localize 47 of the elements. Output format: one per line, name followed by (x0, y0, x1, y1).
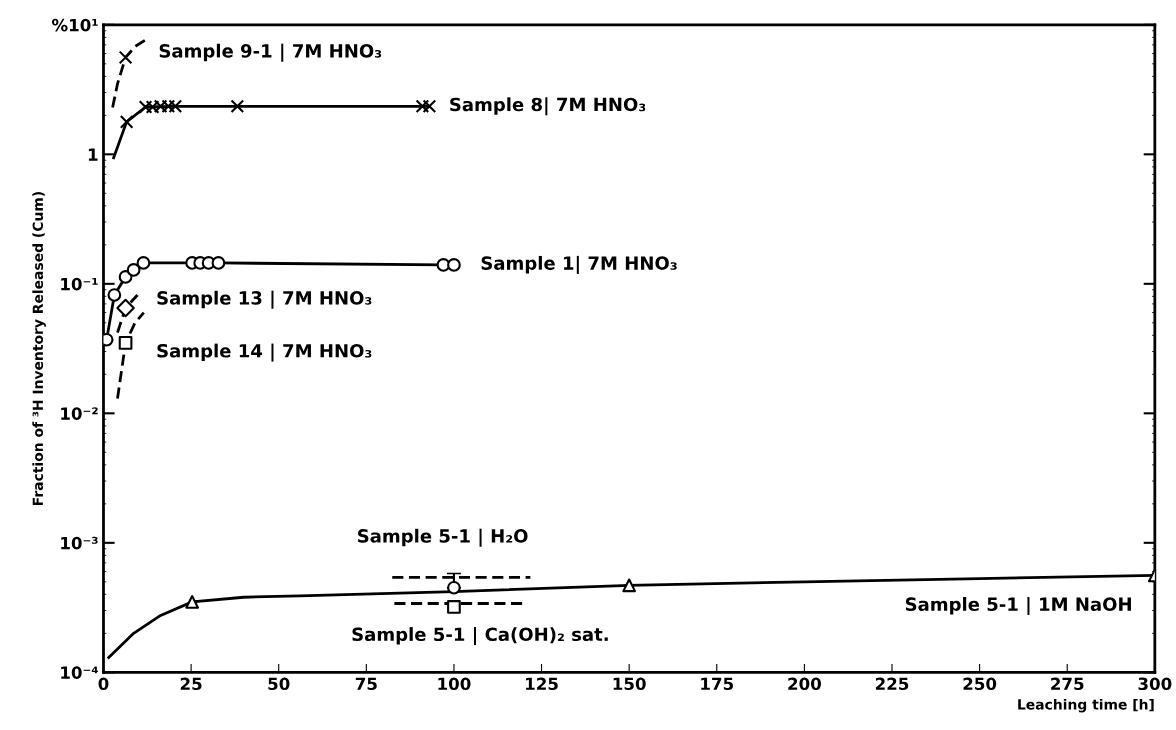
annotation: Sample 5-1 | H₂O (358, 528, 528, 547)
x-tick-label: 200 (788, 677, 821, 691)
x-tick-label: 250 (963, 677, 997, 691)
point (116, 298, 135, 318)
point (136, 256, 151, 270)
point (422, 99, 437, 114)
annotation: Sample 5-1 | 1M NaOH (905, 596, 1131, 616)
point (447, 580, 461, 595)
point (230, 99, 245, 114)
point (447, 600, 461, 614)
annotation: Sample 5-1 | Ca(OH)₂ sat. (352, 627, 608, 646)
x-axis-title: Leaching time [h] (1018, 698, 1154, 713)
x-tick-label: 300 (1138, 677, 1172, 691)
point (118, 336, 133, 350)
point (107, 288, 122, 302)
point (118, 50, 133, 65)
annotation: Sample 8| 7M HNO₃ (450, 97, 646, 116)
x-tick-label: 275 (1051, 677, 1084, 691)
x-tick-label: 75 (355, 677, 377, 691)
point (622, 578, 637, 593)
annotation: Sample 14 | 7M HNO₃ (157, 343, 372, 362)
annotation: Sample 1| 7M HNO₃ (481, 255, 677, 274)
y-tick-label: 1 (88, 148, 98, 161)
line-series (116, 311, 146, 400)
point (447, 258, 461, 272)
annotation: Sample 13 | 7M HNO₃ (157, 290, 372, 309)
point (415, 99, 430, 114)
x-tick-label: 50 (268, 677, 290, 691)
y-tick-label: 10⁻³ (61, 536, 98, 550)
y-tick-label: %10¹ (51, 18, 98, 32)
x-tick-label: 225 (875, 677, 909, 691)
y-tick-label: 10⁻¹ (61, 277, 98, 291)
x-tick-label: 175 (701, 677, 733, 691)
y-tick-label: 10⁻² (61, 407, 98, 420)
point (211, 256, 226, 270)
line-series (111, 37, 149, 109)
y-tick-label: 10⁻⁴ (61, 666, 98, 679)
point (119, 115, 134, 129)
x-tick-label: 25 (180, 677, 202, 691)
x-tick-label: 0 (98, 677, 109, 691)
point (126, 263, 141, 277)
x-tick-label: 150 (613, 677, 646, 691)
y-axis-title: Fraction of ³H Inventory Released (Cum) (32, 192, 46, 505)
x-tick-label: 100 (438, 677, 471, 691)
annotation: Sample 9-1 | 7M HNO₃ (159, 43, 382, 62)
point (185, 595, 199, 609)
x-tick-label: 125 (526, 677, 558, 691)
